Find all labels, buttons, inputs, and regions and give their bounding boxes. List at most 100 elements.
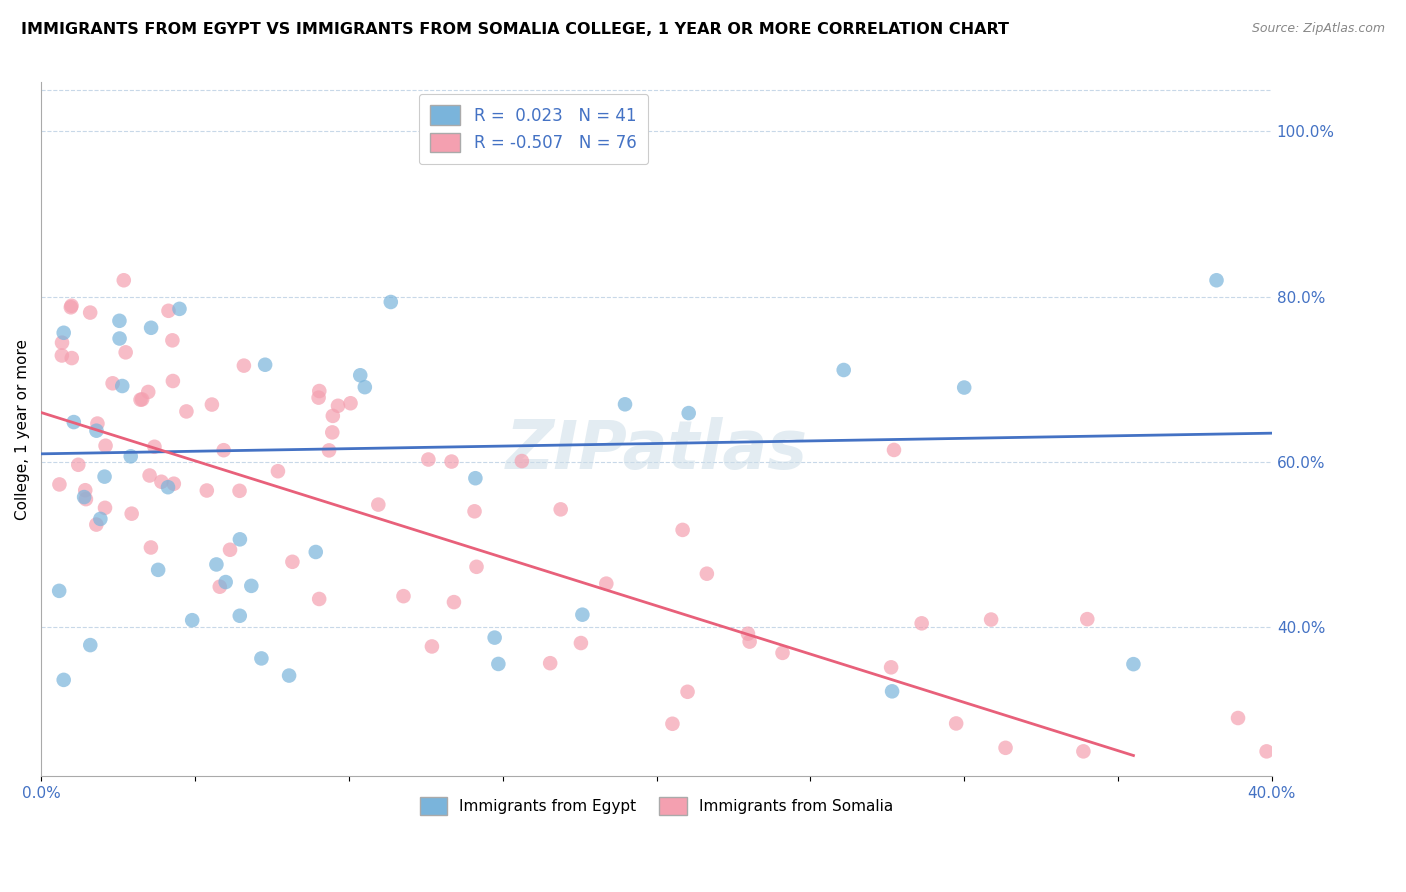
Point [883,442,905,457]
Point [67,458,90,472]
Point [101,376,124,391]
Point [994,740,1017,755]
Point [671,523,693,537]
Point [880,660,903,674]
Point [229,533,252,547]
Point [696,566,718,581]
Point [443,595,465,609]
Point [201,398,224,412]
Point [550,502,572,516]
Point [569,636,592,650]
Point [48,583,70,598]
Point [464,471,486,485]
Point [195,483,218,498]
Point [420,640,443,654]
Point [121,507,143,521]
Point [911,616,934,631]
Point [73,490,96,504]
Point [112,273,135,287]
Legend: Immigrants from Egypt, Immigrants from Somalia: Immigrants from Egypt, Immigrants from S… [411,789,903,824]
Point [169,301,191,316]
Point [60,299,83,313]
Point [595,576,617,591]
Point [464,504,486,518]
Point [59,301,82,315]
Point [486,657,509,671]
Point [60,351,83,365]
Point [208,580,231,594]
Point [156,480,179,494]
Point [146,563,169,577]
Point [139,541,162,555]
Point [267,464,290,478]
Point [48,477,70,491]
Point [465,559,488,574]
Point [89,512,111,526]
Y-axis label: College, 1 year or more: College, 1 year or more [15,339,30,519]
Point [215,575,238,590]
Point [571,607,593,622]
Point [108,332,131,346]
Point [93,469,115,483]
Point [229,608,252,623]
Point [308,391,330,405]
Text: IMMIGRANTS FROM EGYPT VS IMMIGRANTS FROM SOMALIA COLLEGE, 1 YEAR OR MORE CORRELA: IMMIGRANTS FROM EGYPT VS IMMIGRANTS FROM… [21,22,1010,37]
Point [1256,744,1278,758]
Point [219,542,242,557]
Point [205,558,228,572]
Point [326,399,349,413]
Point [278,668,301,682]
Point [86,424,108,438]
Point [181,613,204,627]
Point [832,363,855,377]
Point [614,397,637,411]
Point [150,475,173,489]
Point [322,409,344,423]
Point [131,392,153,407]
Point [484,631,506,645]
Point [129,392,152,407]
Point [139,320,162,334]
Point [232,359,254,373]
Point [945,716,967,731]
Point [308,592,330,607]
Point [538,656,561,670]
Point [772,646,794,660]
Point [380,295,402,310]
Point [1073,744,1095,758]
Point [440,454,463,468]
Point [980,613,1002,627]
Point [305,545,328,559]
Point [1227,711,1250,725]
Point [163,476,186,491]
Point [676,685,699,699]
Point [510,454,533,468]
Point [75,483,97,498]
Point [157,303,180,318]
Point [1076,612,1098,626]
Point [94,500,117,515]
Point [111,379,134,393]
Point [367,498,389,512]
Point [136,384,159,399]
Point [240,579,263,593]
Text: ZIPatlas: ZIPatlas [506,417,807,483]
Point [318,443,340,458]
Point [321,425,343,440]
Point [418,452,440,467]
Point [353,380,375,394]
Point [138,468,160,483]
Point [308,384,330,398]
Point [953,380,976,394]
Point [228,483,250,498]
Point [880,684,903,698]
Point [254,358,277,372]
Point [738,634,761,648]
Point [94,439,117,453]
Point [108,314,131,328]
Point [250,651,273,665]
Point [176,404,198,418]
Point [86,517,108,532]
Point [62,415,84,429]
Point [52,326,75,340]
